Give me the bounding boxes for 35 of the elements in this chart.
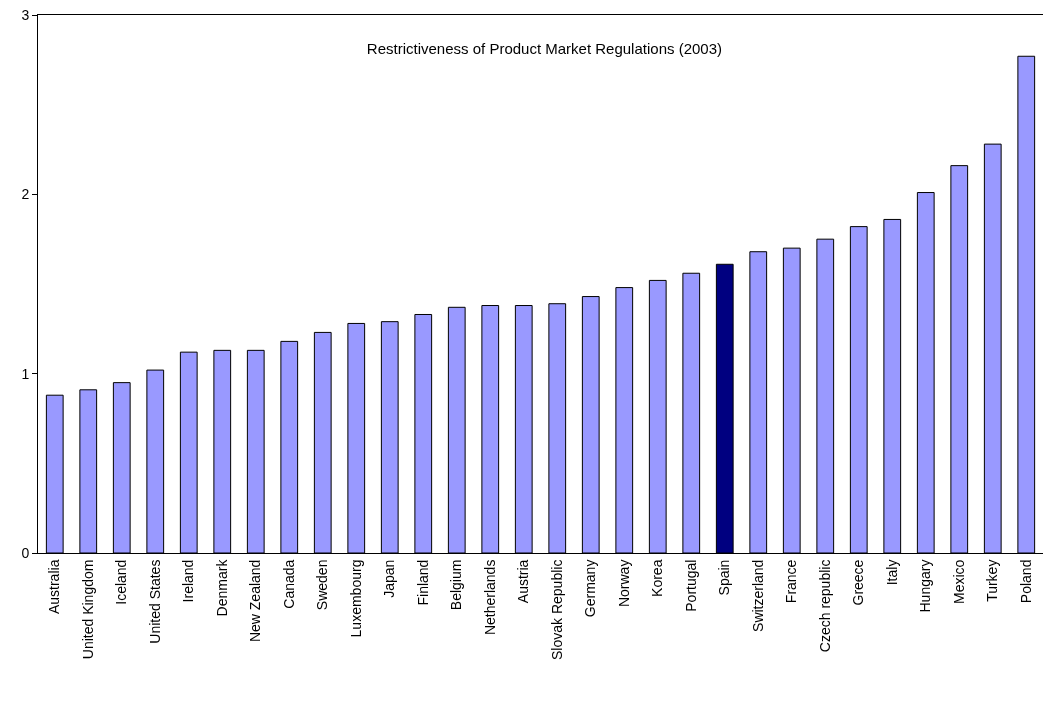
y-tick-label: 2 [21, 186, 30, 203]
x-tick-label: United Kingdom [79, 559, 96, 660]
x-tick-label: Greece [850, 559, 867, 606]
x-tick-label: Portugal [682, 559, 699, 612]
x-tick-label: Turkey [984, 559, 1001, 602]
x-tick-label: France [783, 559, 800, 604]
x-tick-label: Germany [582, 559, 599, 618]
y-tick-label: 1 [21, 365, 30, 382]
x-tick-label: Iceland [113, 559, 130, 605]
x-tick-label: Sweden [314, 559, 331, 611]
x-tick-label: Netherlands [481, 559, 498, 636]
x-tick-label: Australia [46, 559, 63, 615]
x-tick-label: Italy [883, 559, 900, 586]
x-tick-label: Finland [414, 559, 431, 606]
y-tick-label: 0 [21, 544, 30, 561]
x-tick-label: Norway [615, 559, 632, 608]
x-tick-label: New Zealand [247, 559, 264, 643]
x-tick-label: Ireland [180, 559, 197, 603]
x-tick-label: Switzerland [749, 559, 766, 632]
x-tick-label: Denmark [213, 558, 230, 617]
x-tick-label: Spain [716, 559, 733, 596]
x-tick-label: Mexico [950, 559, 967, 604]
x-tick-label: Slovak Republic [548, 559, 565, 660]
x-tick-label: Poland [1017, 559, 1034, 604]
text: Restrictiveness of Product Market Regulations (2003) [366, 39, 723, 57]
x-tick-label: Japan [381, 559, 398, 598]
x-tick-label: Belgium [448, 559, 465, 611]
x-tick-label: Luxembourg [347, 559, 364, 638]
x-tick-label: Czech republic [816, 559, 833, 653]
x-tick-label: Korea [649, 559, 666, 597]
x-tick-label: Hungary [917, 559, 934, 613]
x-tick-label: Austria [515, 559, 532, 604]
x-tick-label: Canada [280, 559, 297, 609]
x-tick-label: United States [146, 559, 163, 644]
y-tick-label: 3 [21, 6, 30, 23]
